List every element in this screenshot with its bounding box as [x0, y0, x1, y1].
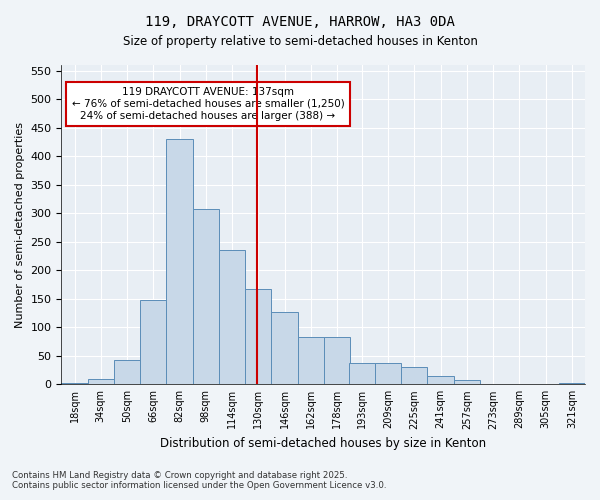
Bar	[298, 337, 324, 384]
Text: Size of property relative to semi-detached houses in Kenton: Size of property relative to semi-detach…	[122, 35, 478, 48]
Bar	[324, 337, 350, 384]
Bar	[427, 376, 454, 384]
Bar	[559, 383, 585, 384]
Bar	[219, 250, 245, 384]
Bar	[193, 208, 219, 384]
X-axis label: Distribution of semi-detached houses by size in Kenton: Distribution of semi-detached houses by …	[160, 437, 486, 450]
Bar	[271, 312, 298, 384]
Text: 119, DRAYCOTT AVENUE, HARROW, HA3 0DA: 119, DRAYCOTT AVENUE, HARROW, HA3 0DA	[145, 15, 455, 29]
Text: Contains HM Land Registry data © Crown copyright and database right 2025.
Contai: Contains HM Land Registry data © Crown c…	[12, 470, 386, 490]
Bar	[454, 380, 480, 384]
Bar	[61, 382, 88, 384]
Bar	[140, 300, 166, 384]
Text: 119 DRAYCOTT AVENUE: 137sqm
← 76% of semi-detached houses are smaller (1,250)
24: 119 DRAYCOTT AVENUE: 137sqm ← 76% of sem…	[71, 88, 344, 120]
Y-axis label: Number of semi-detached properties: Number of semi-detached properties	[15, 122, 25, 328]
Bar	[88, 378, 114, 384]
Bar	[114, 360, 140, 384]
Bar	[375, 363, 401, 384]
Bar	[245, 288, 271, 384]
Bar	[166, 139, 193, 384]
Bar	[401, 367, 427, 384]
Bar	[349, 363, 375, 384]
